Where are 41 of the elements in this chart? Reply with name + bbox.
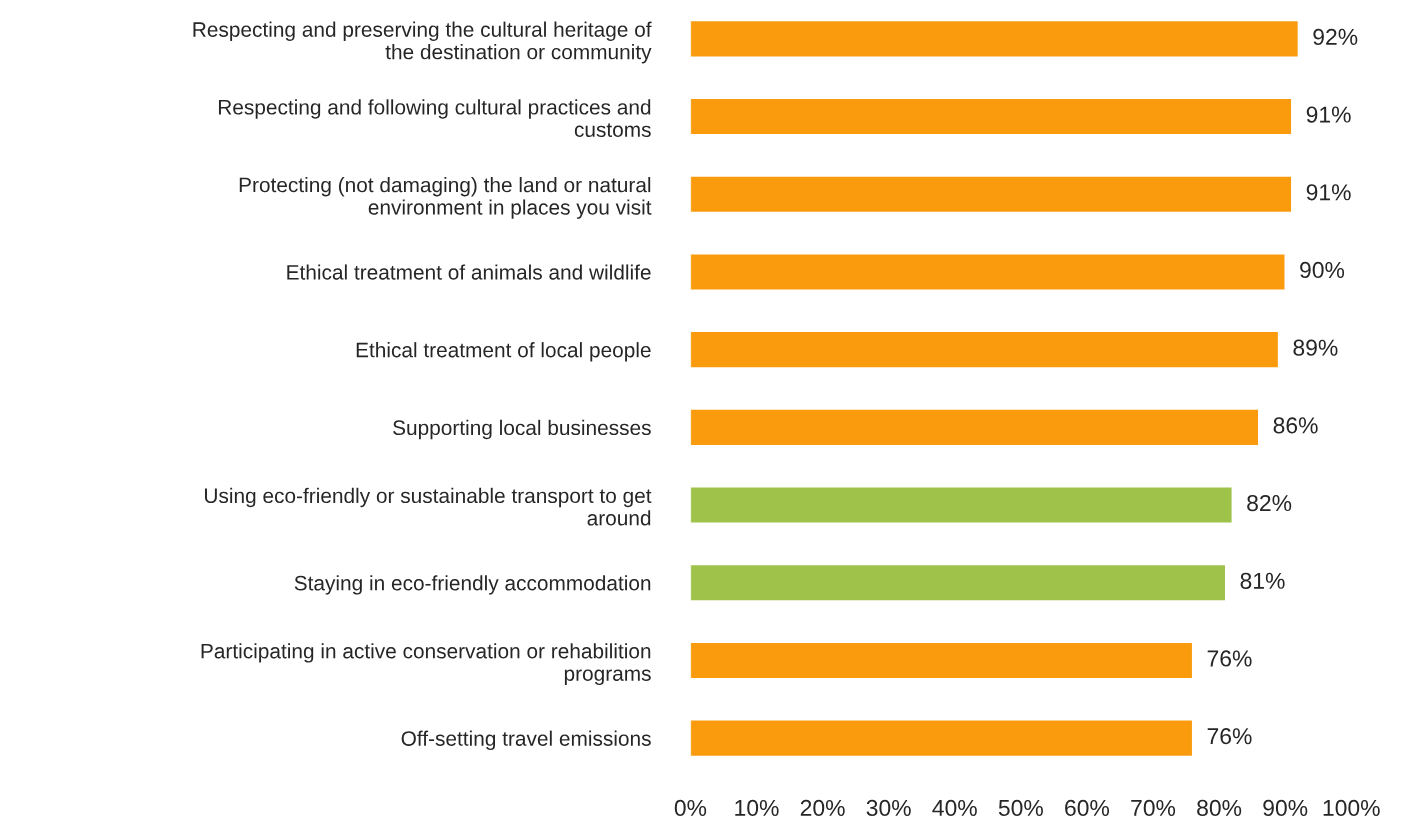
bar (690, 19, 1300, 58)
bar (690, 641, 1194, 680)
data-label: 81% (1240, 572, 1285, 589)
x-tick-label: 10% (735, 799, 779, 817)
bar (690, 97, 1293, 136)
data-label: 76% (1207, 728, 1252, 745)
bar (690, 252, 1286, 291)
y-tick-label: Using eco-friendly or sustainable transport to get around (205, 487, 652, 526)
data-label: 91% (1306, 106, 1351, 123)
x-tick-label: 50% (998, 799, 1043, 817)
bar (690, 563, 1227, 602)
bar (690, 408, 1260, 447)
x-tick-label: 30% (866, 799, 911, 817)
y-tick-label: Supporting local businesses (393, 419, 651, 440)
x-tick-label: 60% (1065, 799, 1110, 817)
data-label: 90% (1300, 261, 1345, 279)
y-tick-label: Respecting and following cultural practices and customs (218, 99, 651, 138)
data-label: 86% (1273, 417, 1318, 434)
bar (690, 330, 1280, 369)
x-tick-label: 0% (674, 799, 707, 817)
y-tick-label: Participating in active conservation or rehabilition programs (201, 643, 651, 686)
data-label: 92% (1313, 28, 1358, 45)
y-tick-label: Ethical treatment of local people (356, 342, 651, 362)
x-tick-label: 80% (1197, 799, 1242, 817)
y-tick-label: Respecting and preserving the cultural heritage of the destination or community (193, 21, 652, 64)
bar (690, 486, 1233, 525)
y-tick-label: Off-setting travel emissions (401, 730, 651, 751)
data-label: 76% (1207, 650, 1252, 667)
y-tick-label: Staying in eco-friendly accommodation (294, 575, 651, 595)
x-tick-label: 90% (1263, 799, 1308, 817)
y-tick-label: Ethical treatment of animals and wildlife (287, 264, 651, 280)
data-label: 91% (1306, 184, 1351, 201)
x-tick-label: 100% (1323, 799, 1380, 817)
data-label: 82% (1247, 494, 1292, 512)
data-label: 89% (1293, 339, 1338, 356)
x-tick-label: 40% (932, 799, 977, 817)
bar (690, 175, 1293, 214)
x-tick-label: 70% (1131, 799, 1176, 817)
x-tick-label: 20% (800, 799, 845, 817)
y-tick-label: Protecting (not damaging) the land or natural environment in places you visit (239, 176, 652, 219)
bar (690, 719, 1194, 758)
